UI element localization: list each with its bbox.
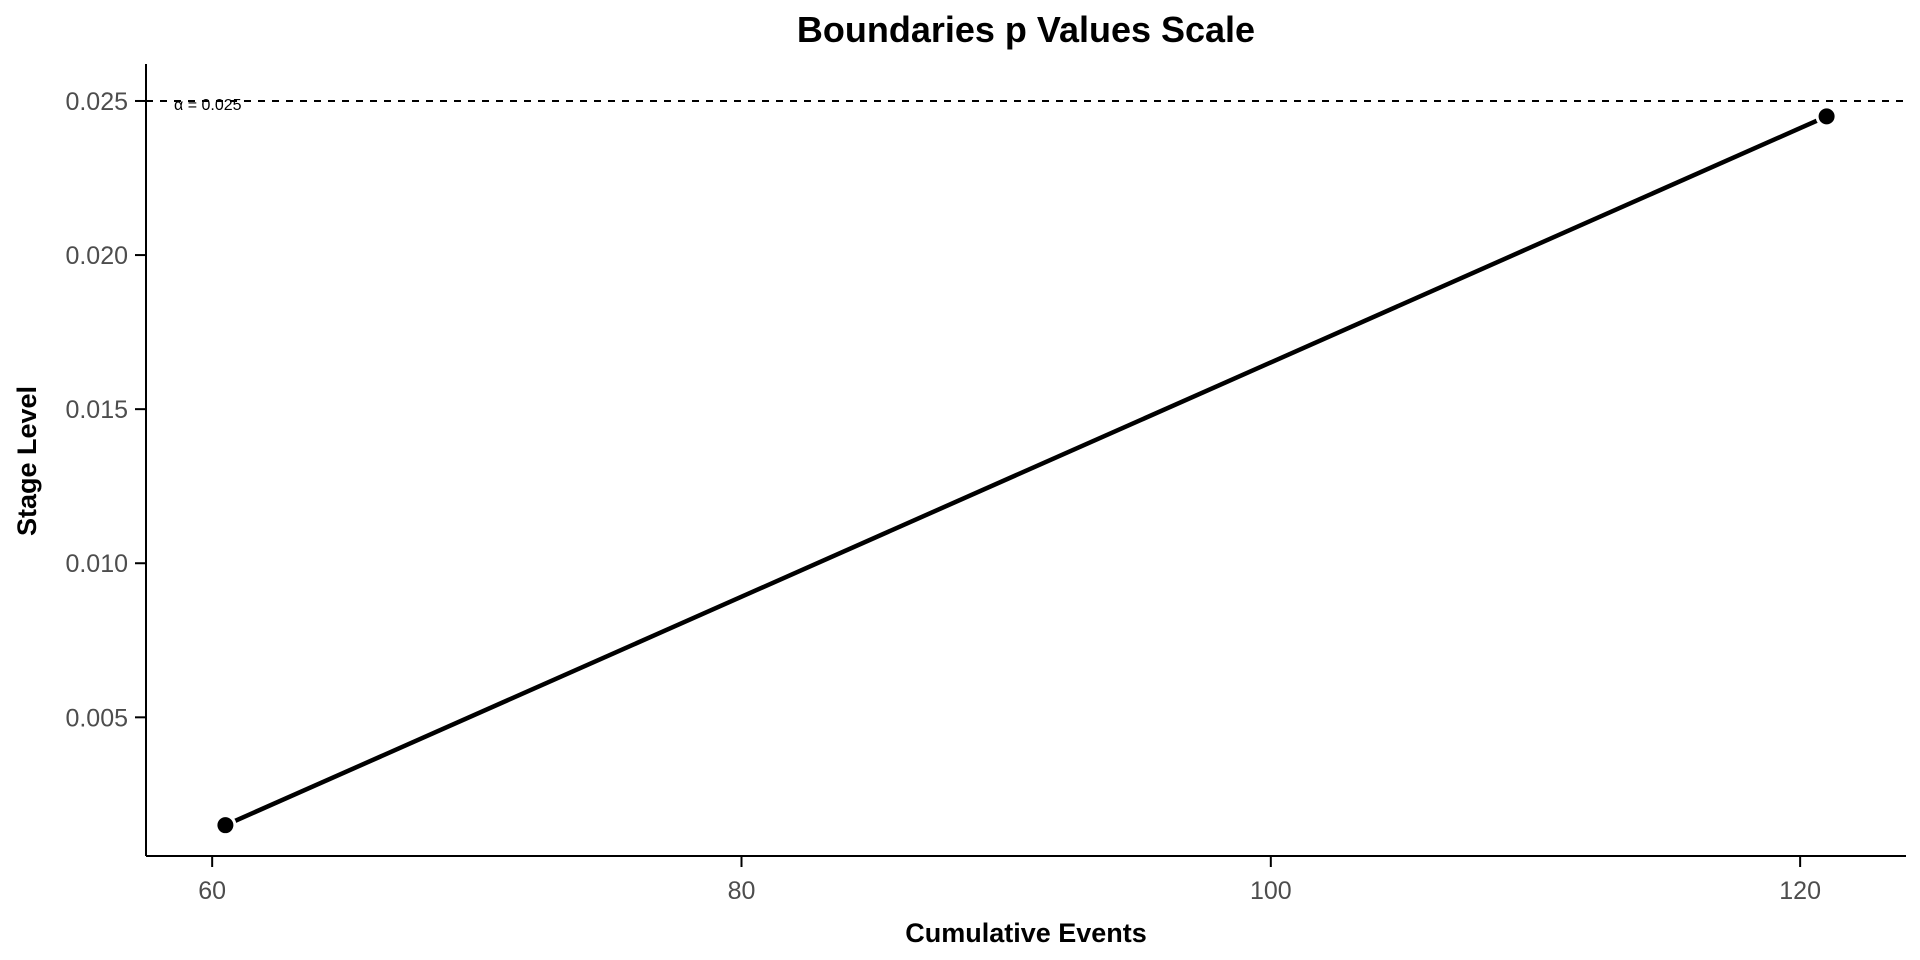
y-axis-title: Stage Level <box>12 386 42 536</box>
y-tick-label: 0.015 <box>65 396 128 424</box>
x-axis-title: Cumulative Events <box>905 918 1147 948</box>
y-tick-label: 0.020 <box>65 242 128 270</box>
chart-title: Boundaries p Values Scale <box>797 9 1255 50</box>
y-tick-label: 0.025 <box>65 88 128 116</box>
data-point <box>214 814 237 837</box>
x-tick-label: 120 <box>1779 877 1821 905</box>
y-tick-label: 0.010 <box>65 550 128 578</box>
y-axis-ticks: 0.005 0.010 0.015 0.020 0.025 <box>65 88 146 732</box>
series-group <box>214 105 1838 837</box>
x-tick-label: 80 <box>728 877 756 905</box>
x-axis-ticks: 60 80 100 120 <box>198 856 1821 905</box>
series-line <box>224 114 1828 828</box>
data-point <box>1815 105 1838 128</box>
x-tick-label: 60 <box>198 877 226 905</box>
alpha-reference: α = 0.025 <box>146 97 1906 114</box>
x-tick-label: 100 <box>1250 877 1292 905</box>
alpha-reference-label: α = 0.025 <box>174 97 242 114</box>
y-tick-label: 0.005 <box>65 704 128 732</box>
